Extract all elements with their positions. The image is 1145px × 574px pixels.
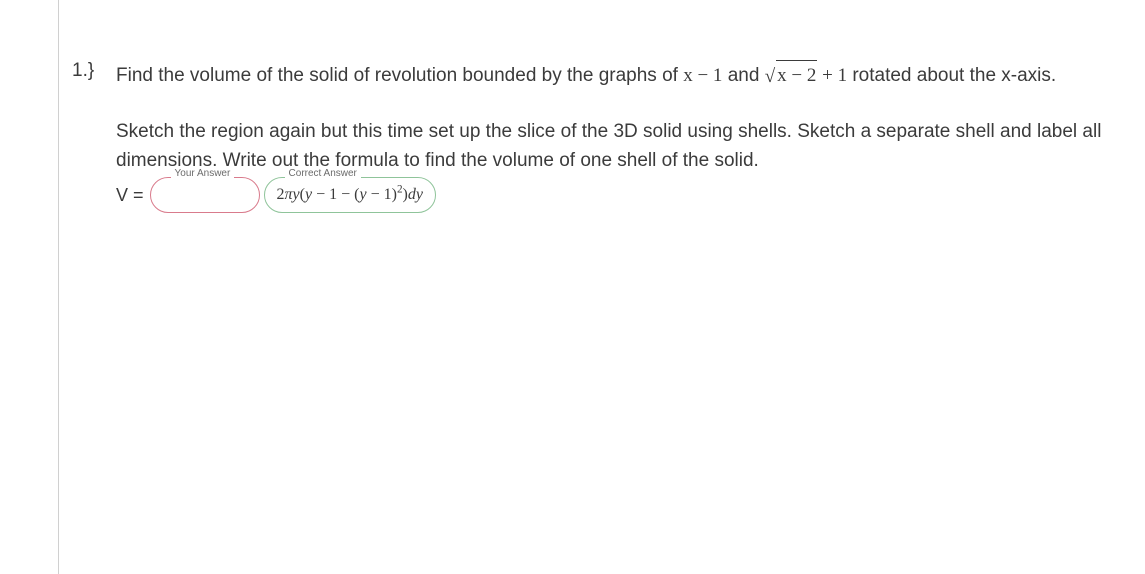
expr1-a: x [683, 65, 693, 86]
q-text-and: and [722, 65, 764, 86]
q-text-suffix: rotated about the x-axis. [847, 65, 1056, 86]
correct-answer-content: 2πy(y − 1 − (y − 1)2)dy [277, 186, 423, 204]
expr2-plus: + [817, 65, 837, 86]
eq-y: y [293, 186, 300, 203]
answer-line: V = Your Answer Correct Answer 2πy(y − 1… [116, 177, 1105, 213]
sqrt-inner-b: 2 [807, 65, 817, 86]
sqrt-inner-a: x [777, 65, 787, 86]
sqrt-sign: √ [765, 66, 775, 87]
content-area: 1.} Find the volume of the solid of revo… [72, 60, 1105, 213]
question-row: 1.} Find the volume of the solid of revo… [72, 60, 1105, 213]
expr1-b: 1 [713, 65, 723, 86]
expr1-op: − [693, 65, 713, 86]
sqrt-wrap: x − 2 [776, 60, 817, 90]
correct-answer-pill: Correct Answer 2πy(y − 1 − (y − 1)2)dy [264, 177, 436, 213]
eq-2: 2 [277, 186, 285, 203]
eq-part-y2: y [359, 186, 366, 203]
expr2-c: 1 [838, 65, 848, 86]
correct-answer-label: Correct Answer [285, 168, 361, 179]
q-text-prefix: Find the volume of the solid of revoluti… [116, 65, 683, 86]
sqrt-vinculum: x − 2 [776, 60, 817, 90]
your-answer-pill[interactable]: Your Answer [150, 177, 260, 213]
question-paragraph-2: Sketch the region again but this time se… [116, 118, 1105, 175]
eq-pi: π [285, 186, 293, 203]
your-answer-label: Your Answer [171, 168, 235, 179]
eq-minus1a: − 1 − [312, 186, 354, 203]
eq-dy: dy [408, 186, 423, 203]
left-border [58, 0, 59, 574]
equation-lhs: V = [116, 185, 144, 206]
question-body: Find the volume of the solid of revoluti… [116, 60, 1105, 213]
question-number: 1.} [72, 60, 116, 82]
eq-minus1b: − 1 [367, 186, 392, 203]
question-paragraph-1: Find the volume of the solid of revoluti… [116, 60, 1105, 90]
sqrt-inner-op: − [787, 65, 807, 86]
